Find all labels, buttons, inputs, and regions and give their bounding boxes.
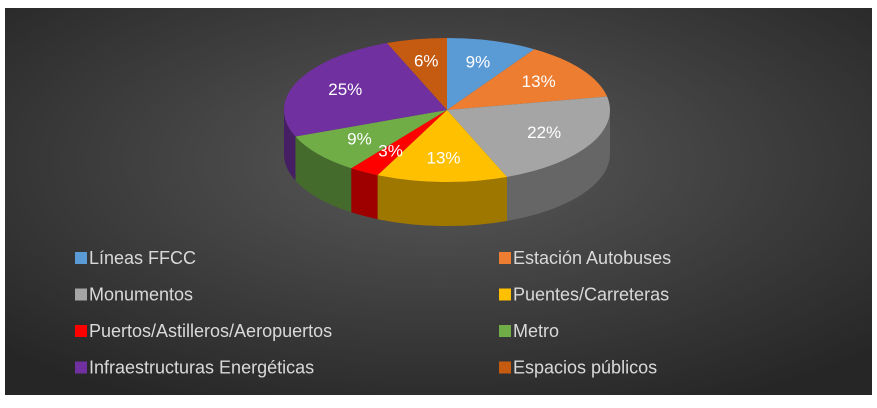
- legend-label: Espacios públicos: [513, 357, 657, 377]
- legend-swatch: [499, 288, 511, 301]
- legend-label: Metro: [513, 321, 559, 341]
- legend-label: Estación Autobuses: [513, 248, 671, 268]
- pie-slice: [447, 38, 535, 110]
- legend-swatch: [75, 325, 87, 337]
- pie-slice: [295, 110, 447, 169]
- legend-label: Puertos/Astilleros/Aeropuertos: [89, 321, 332, 341]
- pie-side: [507, 110, 610, 221]
- legend-swatch: [75, 288, 87, 301]
- data-label: 6%: [414, 51, 439, 70]
- pie-side: [377, 175, 508, 226]
- pie-slice: [351, 110, 447, 176]
- pie-slice: [284, 43, 447, 137]
- pie-side: [284, 110, 296, 181]
- data-label: 13%: [522, 72, 556, 91]
- data-label: 9%: [466, 52, 491, 71]
- pie-slice: [377, 110, 508, 182]
- legend-label: Infraestructuras Energéticas: [89, 357, 314, 377]
- pie-slice: [386, 38, 447, 110]
- legend-swatch: [75, 361, 87, 374]
- pie-side: [295, 136, 352, 213]
- legend-label: Puentes/Carreteras: [513, 284, 669, 304]
- pie-slice: [447, 96, 610, 177]
- data-label: 3%: [378, 142, 403, 161]
- data-label: 13%: [427, 148, 461, 167]
- legend-swatch: [499, 252, 511, 264]
- data-label: 22%: [527, 123, 561, 142]
- legend-swatch: [499, 325, 511, 337]
- pie-slice: [447, 49, 608, 110]
- data-label: 25%: [328, 80, 362, 99]
- legend-swatch: [499, 361, 511, 374]
- legend-label: Monumentos: [89, 284, 193, 304]
- legend-swatch: [75, 252, 87, 264]
- legend-label: Líneas FFCC: [89, 248, 196, 268]
- pie-side: [351, 168, 378, 220]
- data-label: 9%: [347, 129, 372, 148]
